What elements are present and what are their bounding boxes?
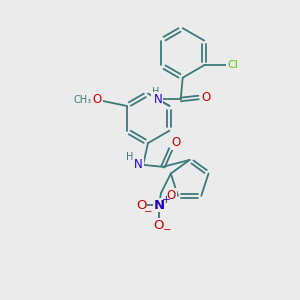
Text: H: H bbox=[127, 152, 134, 162]
Text: −: − bbox=[144, 207, 152, 217]
Text: O: O bbox=[92, 94, 101, 106]
Text: N: N bbox=[134, 158, 142, 171]
Text: O: O bbox=[136, 199, 146, 212]
Text: CH₃: CH₃ bbox=[74, 95, 92, 105]
Text: O: O bbox=[171, 136, 180, 148]
Text: O: O bbox=[167, 189, 176, 202]
Text: −: − bbox=[162, 225, 171, 235]
Text: N: N bbox=[153, 199, 164, 212]
Text: Cl: Cl bbox=[227, 60, 238, 70]
Text: N: N bbox=[154, 93, 162, 106]
Text: H: H bbox=[152, 86, 160, 97]
Text: O: O bbox=[202, 91, 211, 104]
Text: O: O bbox=[154, 219, 164, 232]
Text: +: + bbox=[161, 195, 170, 205]
